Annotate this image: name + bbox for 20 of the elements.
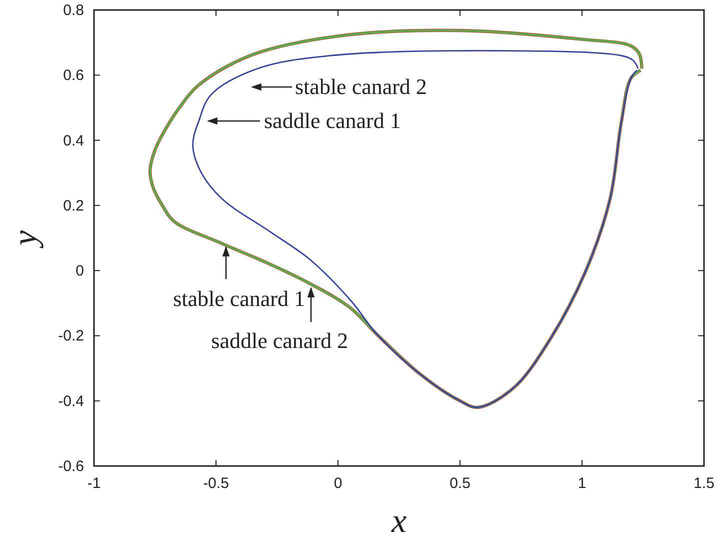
- y-tick-label: -0.2: [58, 328, 84, 345]
- y-tick-label: 0.8: [63, 2, 84, 19]
- annotation: saddle canard 1: [264, 108, 401, 133]
- annotation: stable canard 1: [173, 286, 305, 311]
- annotation: stable canard 2: [295, 74, 427, 99]
- x-tick-label: 1.5: [694, 475, 714, 492]
- y-tick-label: 0.6: [63, 67, 84, 84]
- x-tick-label: -1: [87, 475, 101, 492]
- x-tick-label: 1: [578, 475, 586, 492]
- x-axis-title: x: [390, 503, 407, 540]
- x-tick-label: 0: [334, 475, 342, 492]
- y-axis-title: y: [7, 230, 44, 249]
- y-tick-label: -0.4: [58, 392, 84, 410]
- annotation: saddle canard 2: [211, 328, 348, 353]
- y-tick-label: -0.6: [58, 458, 84, 475]
- y-tick-label: 0.4: [63, 132, 84, 150]
- x-tick-label: 0.5: [450, 475, 470, 492]
- y-tick-label: 0: [76, 262, 84, 280]
- y-tick-label: 0.2: [63, 197, 84, 214]
- x-tick-label: -0.5: [203, 475, 229, 492]
